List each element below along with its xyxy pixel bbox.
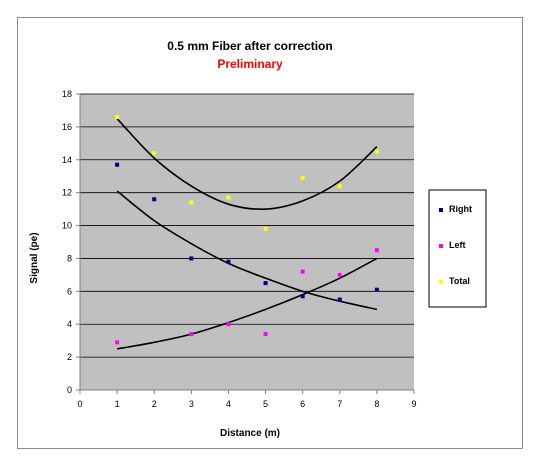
legend: Right Left Total — [428, 189, 487, 308]
x-tick-label: 1 — [115, 399, 120, 409]
y-tick-label: 0 — [67, 385, 72, 395]
legend-label-left: Left — [449, 240, 466, 250]
legend-label-right: Right — [449, 204, 472, 214]
point-right — [263, 281, 268, 286]
y-tick-label: 4 — [67, 319, 72, 329]
x-tick-labels: 0 1 2 3 4 5 6 7 8 9 — [77, 399, 416, 409]
point-total — [189, 200, 194, 205]
axes — [76, 93, 415, 394]
point-right — [189, 256, 194, 261]
trendline-left — [116, 257, 378, 350]
y-tick-label: 10 — [62, 221, 72, 231]
legend-marker-total — [439, 280, 443, 284]
y-tick-label: 18 — [62, 89, 72, 99]
point-left — [263, 332, 268, 337]
legend-marker-right — [439, 208, 443, 212]
y-tick-label: 2 — [67, 352, 72, 362]
point-left — [115, 340, 120, 345]
point-right — [337, 297, 342, 302]
legend-label-total: Total — [449, 276, 470, 286]
point-total — [300, 175, 305, 180]
y-tick-label: 14 — [62, 155, 72, 165]
x-tick-label: 3 — [189, 399, 194, 409]
x-tick-label: 8 — [374, 399, 379, 409]
y-tick-label: 8 — [67, 253, 72, 263]
data-points — [115, 115, 379, 345]
point-right — [115, 162, 120, 167]
chart-subtitle: Preliminary — [217, 57, 283, 71]
legend-box — [428, 189, 487, 308]
point-left — [189, 332, 194, 337]
x-tick-label: 5 — [263, 399, 268, 409]
point-right — [152, 197, 157, 202]
legend-marker-left — [439, 244, 443, 248]
plot-area — [80, 94, 414, 390]
y-tick-label: 16 — [62, 122, 72, 132]
point-left — [374, 248, 379, 253]
y-tick-labels: 0 2 4 6 8 10 12 14 16 18 — [62, 89, 72, 395]
trendline-right — [116, 190, 378, 311]
gridlines — [80, 93, 414, 358]
point-total — [263, 226, 268, 231]
point-total — [115, 115, 120, 120]
x-tick-label: 2 — [152, 399, 157, 409]
point-right — [374, 287, 379, 292]
chart-frame: 0.5 mm Fiber after correction Preliminar… — [17, 17, 523, 449]
point-right — [300, 294, 305, 299]
x-axis-label: Distance (m) — [220, 428, 280, 439]
point-total — [152, 151, 157, 156]
chart-svg: 0.5 mm Fiber after correction Preliminar… — [29, 39, 487, 439]
point-total — [337, 184, 342, 189]
point-total — [226, 195, 231, 200]
y-axis-label: Signal (pe) — [29, 232, 40, 283]
x-tick-label: 9 — [411, 399, 416, 409]
point-left — [300, 269, 305, 274]
x-tick-label: 4 — [226, 399, 231, 409]
chart-title: 0.5 mm Fiber after correction — [167, 39, 332, 53]
x-tick-label: 0 — [77, 399, 82, 409]
point-left — [337, 272, 342, 277]
trendline-total — [116, 118, 378, 211]
y-tick-label: 6 — [67, 286, 72, 296]
point-total — [374, 149, 379, 154]
x-tick-label: 6 — [300, 399, 305, 409]
y-tick-label: 12 — [62, 188, 72, 198]
point-right — [226, 259, 231, 264]
trendlines — [116, 118, 378, 350]
point-left — [226, 322, 231, 327]
x-tick-label: 7 — [337, 399, 342, 409]
